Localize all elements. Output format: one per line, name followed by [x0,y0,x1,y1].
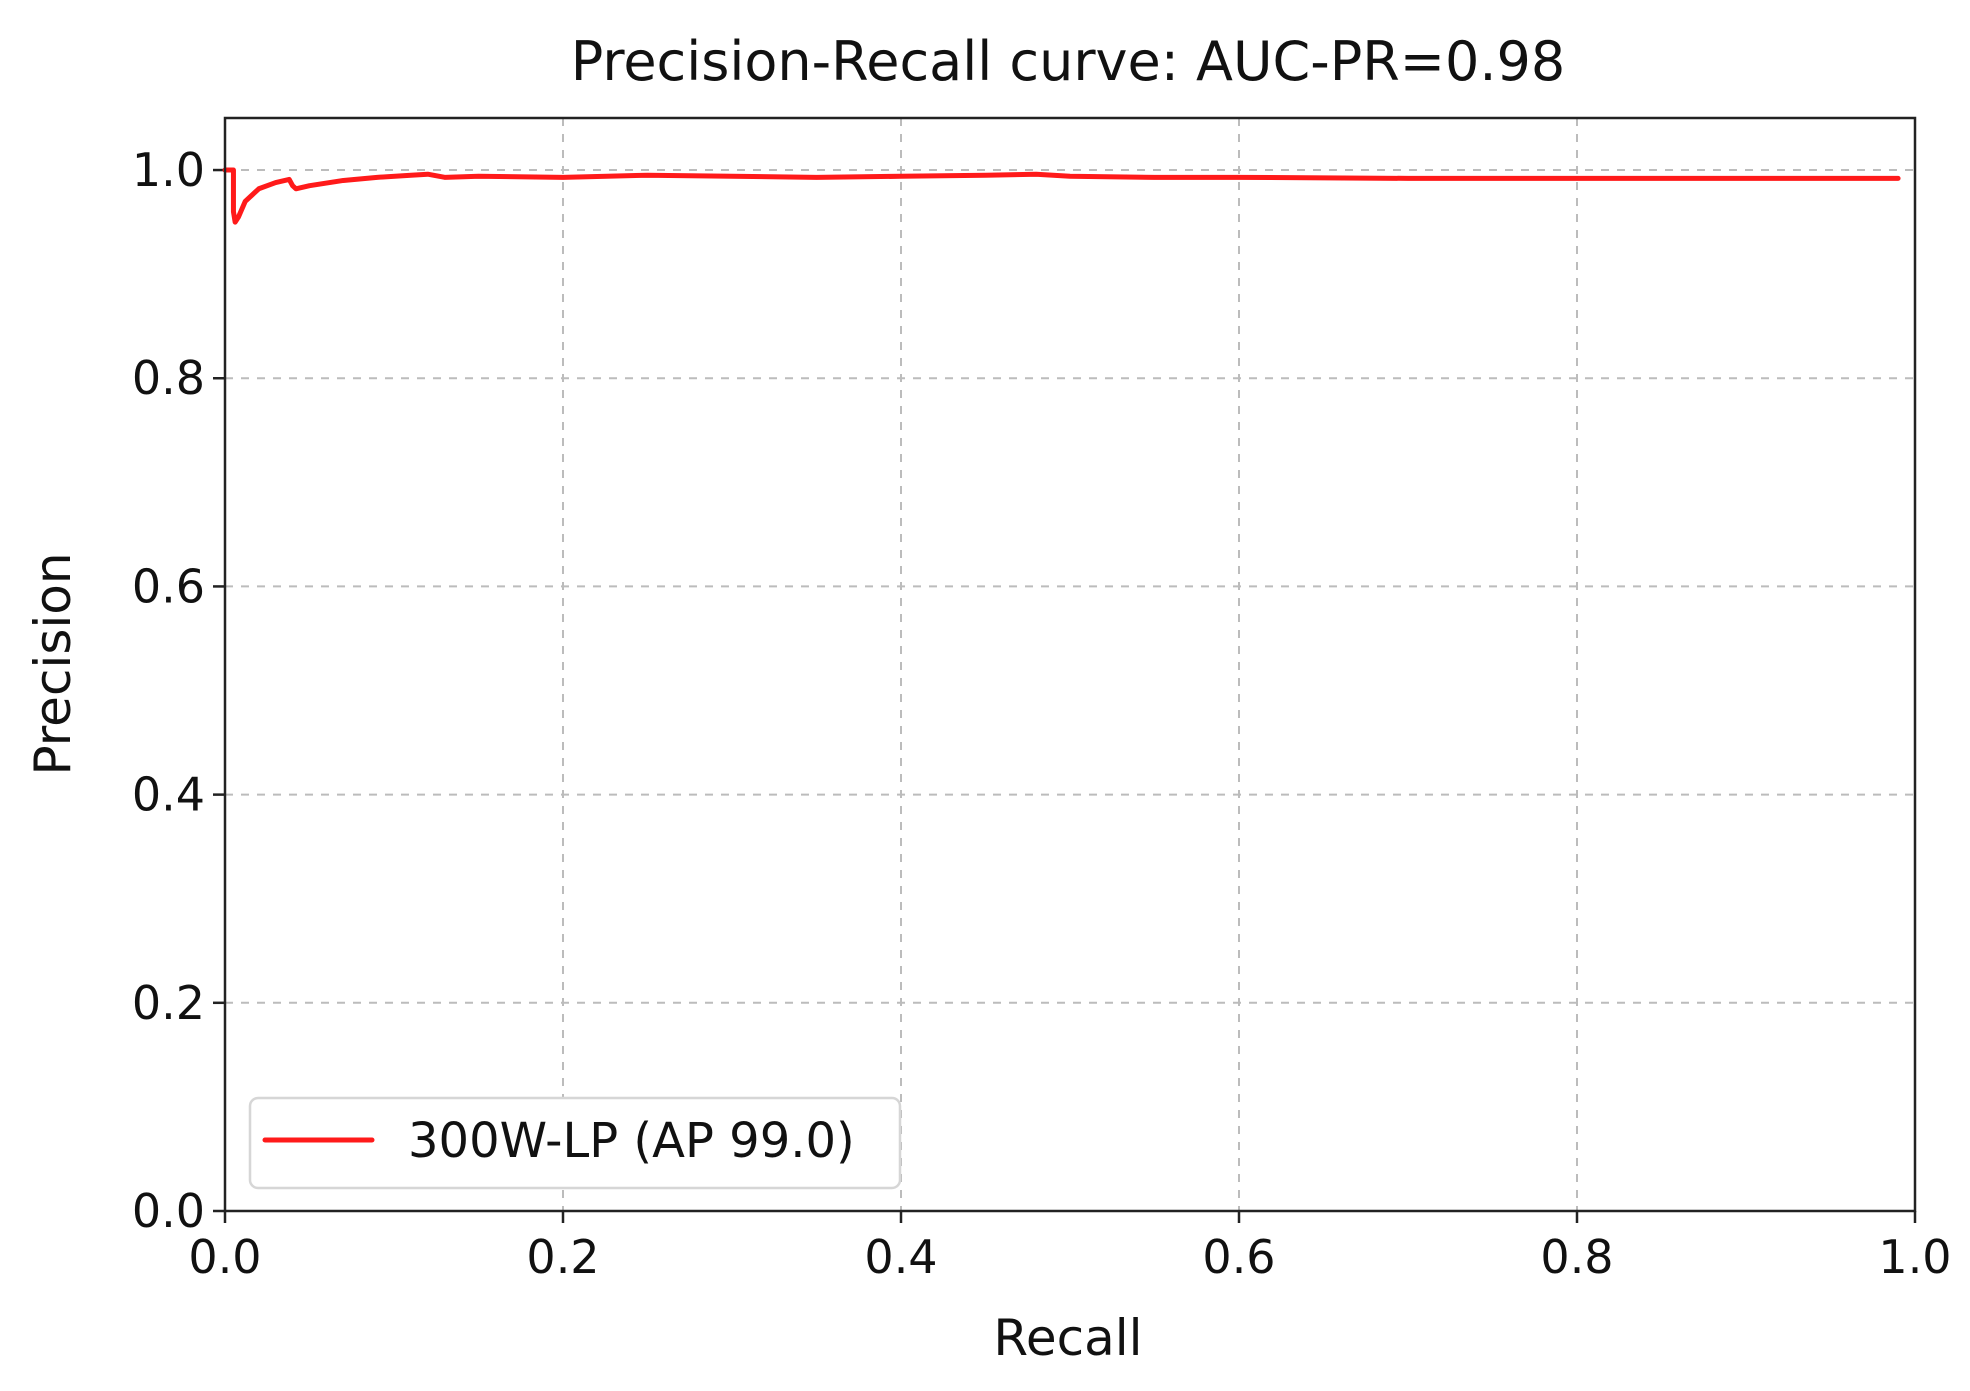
y-tick-label: 1.0 [132,143,205,197]
legend-label-300w-lp: 300W-LP (AP 99.0) [408,1113,855,1169]
plot-background [225,118,1915,1211]
y-tick-label: 0.8 [132,351,205,405]
y-tick-label: 0.6 [132,559,205,613]
chart-title: Precision-Recall curve: AUC-PR=0.98 [571,30,1566,93]
legend-box [248,1096,902,1190]
series-line-300w-lp [222,167,1901,225]
y-tick-label: 0.2 [132,976,205,1030]
series-lines [222,167,1901,225]
x-tick-label: 0.2 [526,1230,599,1284]
y-axis: 0.0 0.2 0.4 0.6 0.8 1.0 [132,143,225,1238]
y-tick-label: 0.0 [132,1184,205,1238]
y-tick-label: 0.4 [132,768,205,822]
x-tick-label: 0.4 [864,1230,937,1284]
y-axis-label: Precision [24,552,82,775]
x-axis-label: Recall [993,1309,1142,1367]
x-tick-label: 0.8 [1540,1230,1613,1284]
x-tick-label: 1.0 [1878,1230,1951,1284]
x-tick-label: 0.6 [1202,1230,1275,1284]
x-tick-label: 0.0 [188,1230,261,1284]
plot-frame [223,116,1917,1213]
legend: 300W-LP (AP 99.0) [248,1096,902,1190]
x-axis: 0.0 0.2 0.4 0.6 0.8 1.0 [188,1211,1952,1284]
